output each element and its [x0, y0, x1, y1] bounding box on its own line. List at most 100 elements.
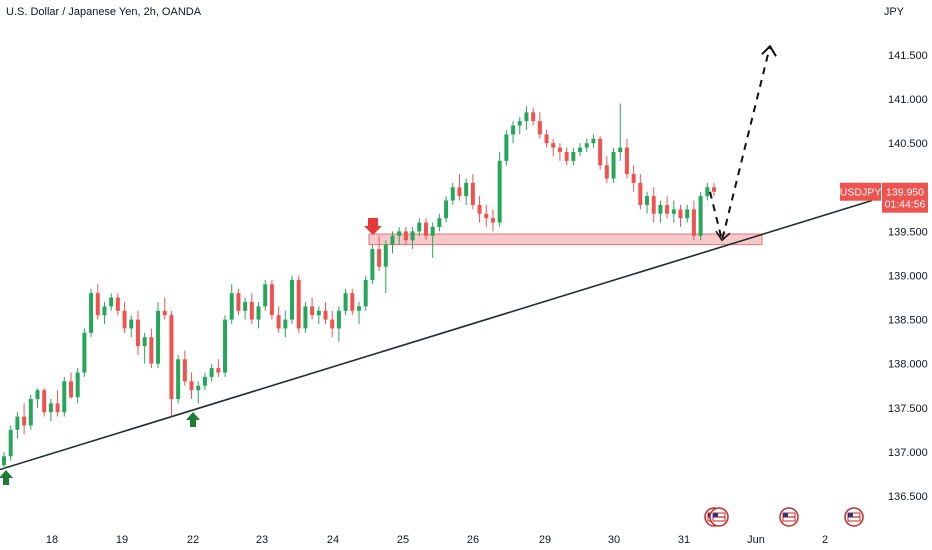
candle-body [35, 390, 40, 399]
candle-body [363, 279, 368, 307]
candle-body [269, 284, 274, 316]
candle-body [236, 293, 241, 311]
candle-body [611, 152, 616, 179]
candle-body [189, 381, 194, 391]
x-tick-label: 31 [678, 534, 690, 546]
candle-body [698, 196, 703, 236]
candle-body [712, 187, 716, 192]
candle-body [464, 182, 469, 197]
candle-body [122, 310, 127, 329]
candle-body [604, 165, 609, 179]
candle-body [89, 293, 94, 333]
x-tick-label: 26 [467, 534, 479, 546]
candle-body [584, 143, 589, 148]
candle-body [645, 196, 650, 205]
up-arrow-marker [186, 412, 200, 427]
candle-body [624, 147, 629, 175]
candle-body [82, 332, 87, 373]
candle-body [531, 112, 536, 122]
candle-body [263, 284, 268, 307]
candle-body [350, 293, 355, 311]
x-tick-label: 24 [327, 534, 339, 546]
candle-body [223, 319, 228, 373]
candle-body [55, 403, 60, 413]
candle-body [564, 152, 569, 161]
candle-body [397, 231, 402, 236]
axis-currency-label: JPY [883, 6, 904, 18]
candle-body [2, 456, 6, 466]
candle-body [303, 306, 308, 329]
x-tick-label: Jun [747, 534, 765, 546]
candle-body [403, 231, 408, 241]
candle-body [524, 112, 529, 122]
chart-title: U.S. Dollar / Japanese Yen, 2h, OANDA [6, 6, 202, 18]
candle-body [62, 381, 67, 413]
x-tick-label: 23 [256, 534, 268, 546]
candle-body [276, 315, 281, 329]
symbol-tag [840, 182, 881, 201]
candle-body [149, 337, 154, 364]
candle-body [598, 138, 603, 166]
down-arrow-marker [364, 218, 382, 235]
candle-body [15, 416, 20, 430]
candle-body [42, 390, 47, 413]
candle-body [283, 319, 288, 329]
trendline [0, 199, 873, 471]
candle-body [631, 174, 636, 183]
candle-body [156, 310, 161, 364]
candle-body [135, 319, 140, 347]
candle-body [196, 385, 201, 391]
candle-body [665, 204, 670, 214]
candle-body [8, 429, 13, 457]
candle-body [671, 209, 676, 214]
x-tick-label: 22 [187, 534, 199, 546]
up-arrow-marker [0, 470, 13, 485]
candle-body [142, 337, 147, 347]
candle-body [336, 310, 341, 329]
price-tag [882, 182, 928, 213]
projection-path [709, 45, 771, 241]
candle-body [410, 231, 415, 241]
candle-body [678, 209, 683, 219]
candle-body [182, 359, 187, 382]
y-tick-label: 140.500 [888, 138, 928, 150]
candle-body [417, 222, 422, 232]
candle-body [102, 306, 107, 316]
candle-body [48, 403, 53, 413]
candle-body [323, 310, 328, 320]
candle-body [517, 121, 522, 126]
y-tick-label: 139.500 [888, 226, 928, 238]
candle-body [296, 279, 301, 329]
candle-body [430, 226, 435, 236]
candle-body [115, 297, 120, 311]
candle-body [571, 152, 576, 161]
us-flag-canton [848, 513, 853, 517]
candle-body [638, 182, 643, 205]
projection-pivot [715, 230, 731, 242]
candle-body [75, 372, 80, 398]
candle-body [477, 204, 482, 214]
candle-body [437, 218, 442, 227]
candle-body [169, 315, 174, 399]
candle-body [618, 147, 623, 153]
x-tick-label: 29 [539, 534, 551, 546]
symbol-tag-label: USDJPY [840, 187, 881, 199]
candle-body [343, 293, 348, 311]
candle-body [450, 187, 455, 201]
candle-body [691, 209, 696, 236]
candle-body [28, 398, 33, 426]
candle-body [176, 359, 181, 399]
candle-body [705, 187, 710, 197]
candle-body [316, 310, 321, 316]
price-tag-value: 139.950 [886, 187, 924, 199]
y-tick-label: 141.000 [888, 94, 928, 106]
candle-body [511, 125, 516, 135]
us-flag-canton [713, 513, 718, 517]
candle-body [229, 293, 234, 320]
candle-body [591, 138, 596, 144]
candle-body [129, 319, 134, 329]
candle-body [578, 147, 583, 153]
price-tag-countdown: 01:44:56 [885, 199, 926, 211]
candle-body [68, 381, 73, 398]
